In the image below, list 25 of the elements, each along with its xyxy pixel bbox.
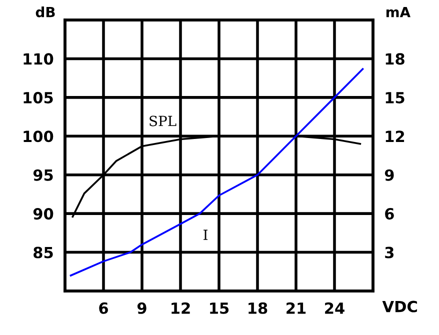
x-tick-label: 24 [325,302,344,314]
x-tick-label: 21 [286,302,306,314]
y-tick-label: 105 [24,92,53,104]
line-series [70,68,364,276]
y-tick-label: 90 [33,208,54,220]
annotation: I [204,230,208,240]
y2-tick-label: 3 [385,246,394,258]
y-tick-label: 95 [33,169,53,181]
y2-tick-label: 18 [386,53,404,65]
y2-tick-label: 12 [386,130,404,142]
y-tick-label: 100 [24,130,54,142]
x-tick-label: 15 [210,302,229,314]
x-tick-label: 9 [137,302,146,314]
y-tick-label: 85 [34,246,53,258]
y-tick-label: 110 [24,53,54,65]
x-tick-label: 12 [172,302,190,314]
y-axis-title: dB [36,6,55,18]
annotation: SPL [150,116,176,126]
y2-tick-label: 15 [386,92,404,104]
y2-tick-label: 9 [384,169,394,181]
y2-tick-label: 6 [385,208,394,220]
x-tick-label: 6 [99,302,108,314]
y2-axis-title: mA [386,6,410,18]
x-axis-title: VDC [382,300,417,312]
x-tick-label: 18 [248,302,268,314]
